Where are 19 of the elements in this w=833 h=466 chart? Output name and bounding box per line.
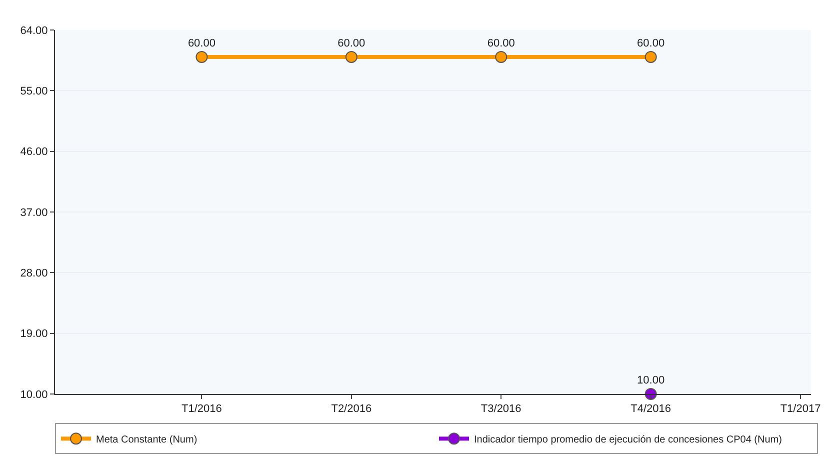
y-tick-label: 37.00: [20, 206, 48, 219]
legend-label: Indicador tiempo promedio de ejecución de concesiones CP04 (Num): [474, 434, 782, 446]
legend-label: Meta Constante (Num): [96, 434, 198, 446]
y-tick-label: 19.00: [20, 328, 48, 340]
data-label: 60.00: [487, 37, 515, 50]
data-label: 10.00: [637, 374, 665, 386]
x-tick-label: T1/2017: [780, 403, 821, 416]
data-label: 60.00: [338, 37, 366, 50]
y-tick-label: 28.00: [20, 268, 48, 280]
x-tick-label: T2/2016: [331, 403, 372, 416]
y-tick-label: 46.00: [20, 146, 48, 158]
x-tick-label: T4/2016: [630, 403, 672, 416]
y-tick-label: 10.00: [20, 388, 48, 401]
data-label: 60.00: [188, 37, 216, 50]
y-tick-label: 64.00: [20, 24, 48, 37]
data-label: 60.00: [637, 37, 665, 50]
y-tick-label: 55.00: [20, 86, 48, 98]
x-tick-label: T3/2016: [480, 403, 522, 416]
x-tick-label: T1/2016: [182, 403, 222, 416]
